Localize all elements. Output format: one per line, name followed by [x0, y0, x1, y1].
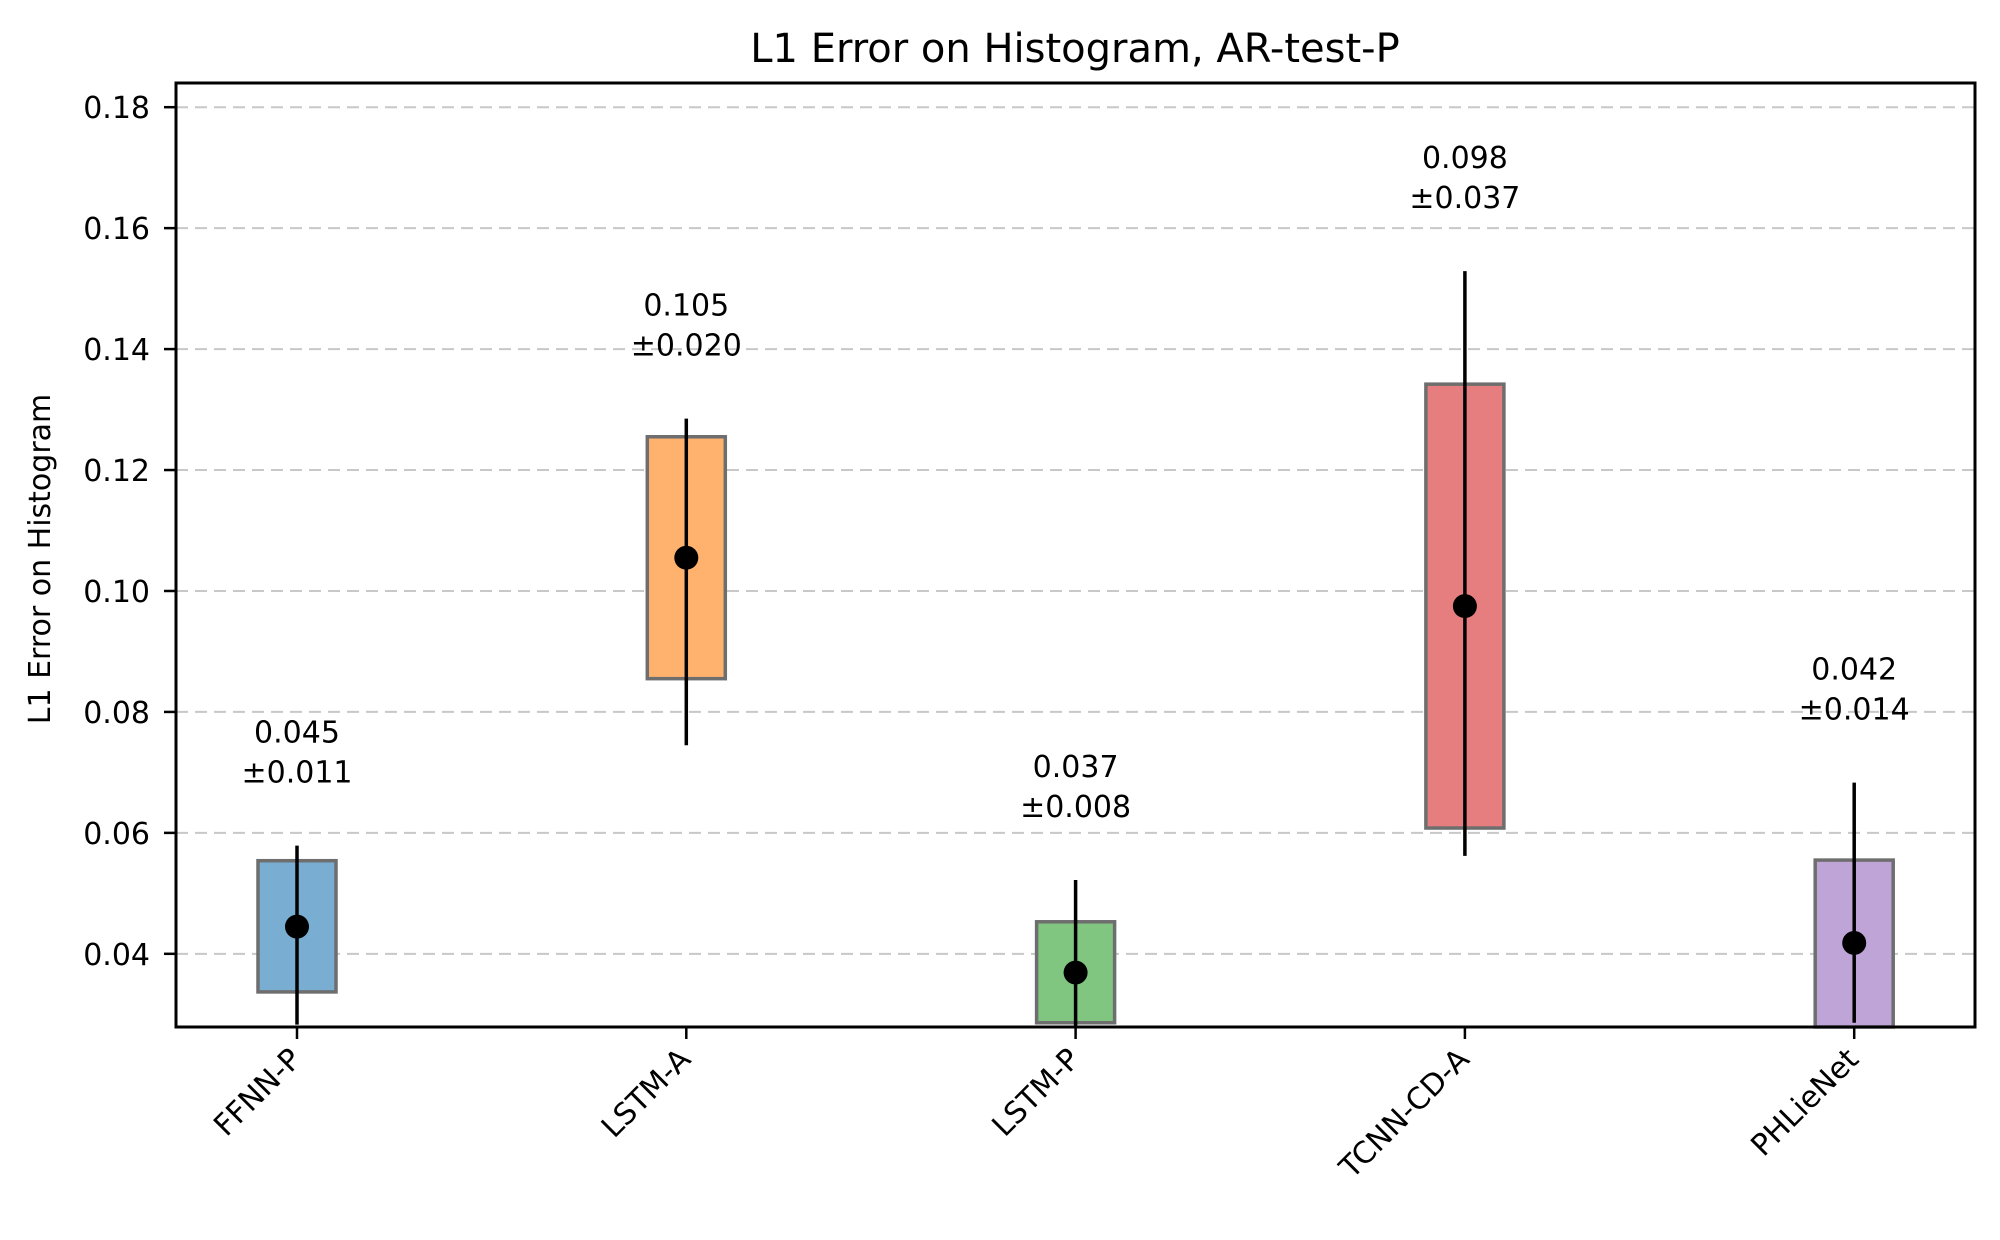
x-tick-label: LSTM-P [986, 1042, 1088, 1144]
mean-value-label: 0.042 [1811, 653, 1897, 688]
mean-marker [1452, 594, 1477, 619]
y-tick-label: 0.16 [83, 212, 150, 247]
mean-marker [1063, 960, 1088, 985]
x-tick-label: PHLieNet [1744, 1042, 1866, 1164]
y-tick-label: 0.04 [83, 938, 150, 973]
plot-area [256, 271, 1895, 1029]
box-phlienet [1813, 782, 1895, 1029]
x-tick-label: FFNN-P [207, 1042, 308, 1143]
std-value-label: ±0.008 [1020, 790, 1131, 825]
gridlines [176, 106, 1975, 955]
y-tick-label: 0.14 [83, 333, 150, 368]
mean-marker [285, 914, 309, 939]
x-tick-label: TCNN-CD-A [1332, 1042, 1477, 1187]
mean-marker [1842, 930, 1867, 955]
std-value-label: ±0.014 [1799, 693, 1910, 728]
mean-marker [674, 545, 699, 570]
box-lstm-a [645, 418, 728, 746]
mean-value-label: 0.105 [643, 289, 729, 324]
box-ffnn-p [256, 845, 338, 1025]
box-lstm-p [1034, 880, 1117, 1027]
std-value-label: ±0.020 [631, 329, 742, 364]
y-tick-label: 0.10 [83, 575, 150, 610]
x-axis-ticks: FFNN-P LSTM-A LSTM-P TCNN-CD-A PHLieNet [207, 1027, 1866, 1186]
y-axis-label: L1 Error on Histogram [23, 394, 58, 725]
y-tick-label: 0.08 [83, 696, 150, 731]
std-value-label: ±0.037 [1409, 181, 1520, 216]
chart-title: L1 Error on Histogram, AR-test-P [750, 26, 1399, 72]
y-tick-label: 0.12 [83, 454, 150, 489]
mean-value-label: 0.037 [1033, 750, 1119, 785]
box-tcnn-cd-a [1424, 271, 1506, 856]
mean-value-label: 0.045 [254, 716, 340, 751]
y-axis-ticks: 0.04 0.06 0.08 0.10 0.12 0.14 0.16 0.18 [83, 91, 176, 973]
std-value-label: ±0.011 [241, 756, 352, 791]
y-tick-label: 0.06 [83, 817, 150, 852]
mean-value-label: 0.098 [1422, 141, 1508, 176]
value-annotations: 0.045 ±0.011 0.105 ±0.020 0.037 ±0.008 0.098 ±0… [241, 141, 1909, 825]
y-tick-label: 0.18 [83, 91, 150, 126]
x-tick-label: LSTM-A [595, 1042, 698, 1145]
